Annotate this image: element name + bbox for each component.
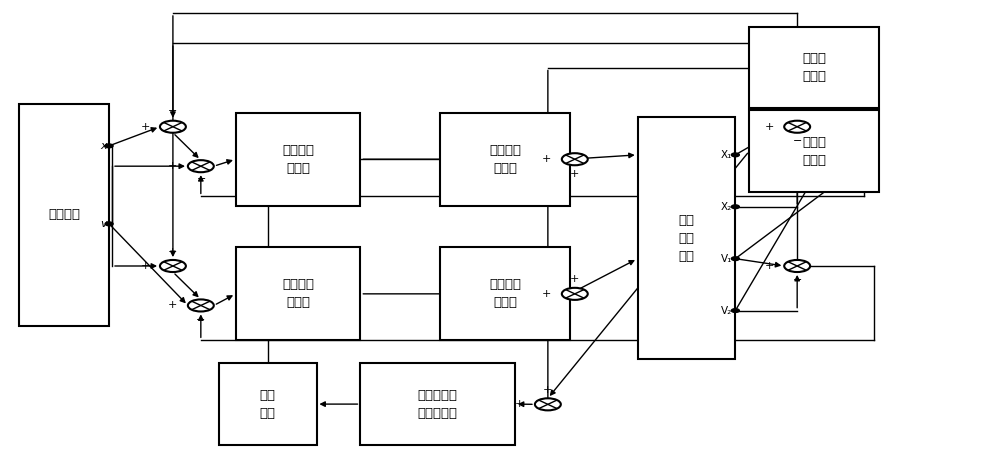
- Text: +: +: [542, 154, 552, 164]
- Bar: [749, 27, 879, 108]
- Text: −: −: [196, 315, 206, 325]
- Text: x: x: [100, 141, 107, 151]
- Text: 扰动
增益: 扰动 增益: [260, 389, 276, 420]
- Circle shape: [731, 309, 739, 312]
- Bar: [638, 117, 735, 359]
- Text: −: −: [168, 106, 178, 116]
- Text: X₂: X₂: [721, 202, 732, 212]
- Bar: [440, 113, 570, 205]
- Bar: [360, 363, 515, 445]
- Text: +: +: [543, 385, 553, 395]
- Circle shape: [562, 153, 588, 165]
- Circle shape: [105, 222, 113, 226]
- Text: 平台刚体
控制器: 平台刚体 控制器: [282, 144, 314, 175]
- Text: 框架刚体
控制器: 框架刚体 控制器: [282, 278, 314, 309]
- Text: +: +: [570, 275, 579, 284]
- Text: +: +: [765, 122, 774, 132]
- Bar: [749, 111, 879, 192]
- Bar: [440, 248, 570, 340]
- Text: 柔性铰
链刚度: 柔性铰 链刚度: [802, 52, 826, 83]
- Text: v: v: [100, 219, 107, 229]
- Text: +: +: [515, 399, 525, 410]
- Text: 平台刚体驱
动器逆变换: 平台刚体驱 动器逆变换: [418, 389, 458, 420]
- Text: V₁: V₁: [721, 254, 732, 264]
- Circle shape: [784, 120, 810, 133]
- Circle shape: [562, 288, 588, 300]
- Text: 运动规划: 运动规划: [48, 208, 80, 221]
- Text: +: +: [140, 122, 150, 132]
- Bar: [19, 104, 109, 326]
- Text: +: +: [168, 300, 178, 311]
- Circle shape: [160, 120, 186, 133]
- Circle shape: [731, 205, 739, 209]
- Text: X₁: X₁: [721, 150, 732, 160]
- Text: V₂: V₂: [721, 305, 732, 316]
- Text: −: −: [792, 276, 802, 285]
- Text: +: +: [570, 169, 579, 178]
- Bar: [219, 363, 317, 445]
- Text: 平台刚体
驱动器: 平台刚体 驱动器: [489, 144, 521, 175]
- Text: 框架刚体
驱动器: 框架刚体 驱动器: [489, 278, 521, 309]
- Bar: [236, 248, 360, 340]
- Text: +: +: [168, 161, 178, 171]
- Circle shape: [188, 160, 214, 172]
- Text: −: −: [197, 174, 207, 184]
- Circle shape: [535, 398, 561, 410]
- Text: +: +: [168, 247, 178, 256]
- Circle shape: [188, 299, 214, 311]
- Text: +: +: [140, 261, 150, 271]
- Circle shape: [105, 144, 113, 148]
- Circle shape: [731, 257, 739, 261]
- Text: +: +: [542, 289, 552, 299]
- Text: +: +: [765, 261, 774, 271]
- Text: 刚柔
耦合
平台: 刚柔 耦合 平台: [678, 213, 694, 262]
- Circle shape: [784, 260, 810, 272]
- Text: −: −: [792, 136, 802, 146]
- Circle shape: [160, 260, 186, 272]
- Bar: [236, 113, 360, 205]
- Circle shape: [731, 153, 739, 157]
- Text: 柔性铰
链阻尼: 柔性铰 链阻尼: [802, 135, 826, 167]
